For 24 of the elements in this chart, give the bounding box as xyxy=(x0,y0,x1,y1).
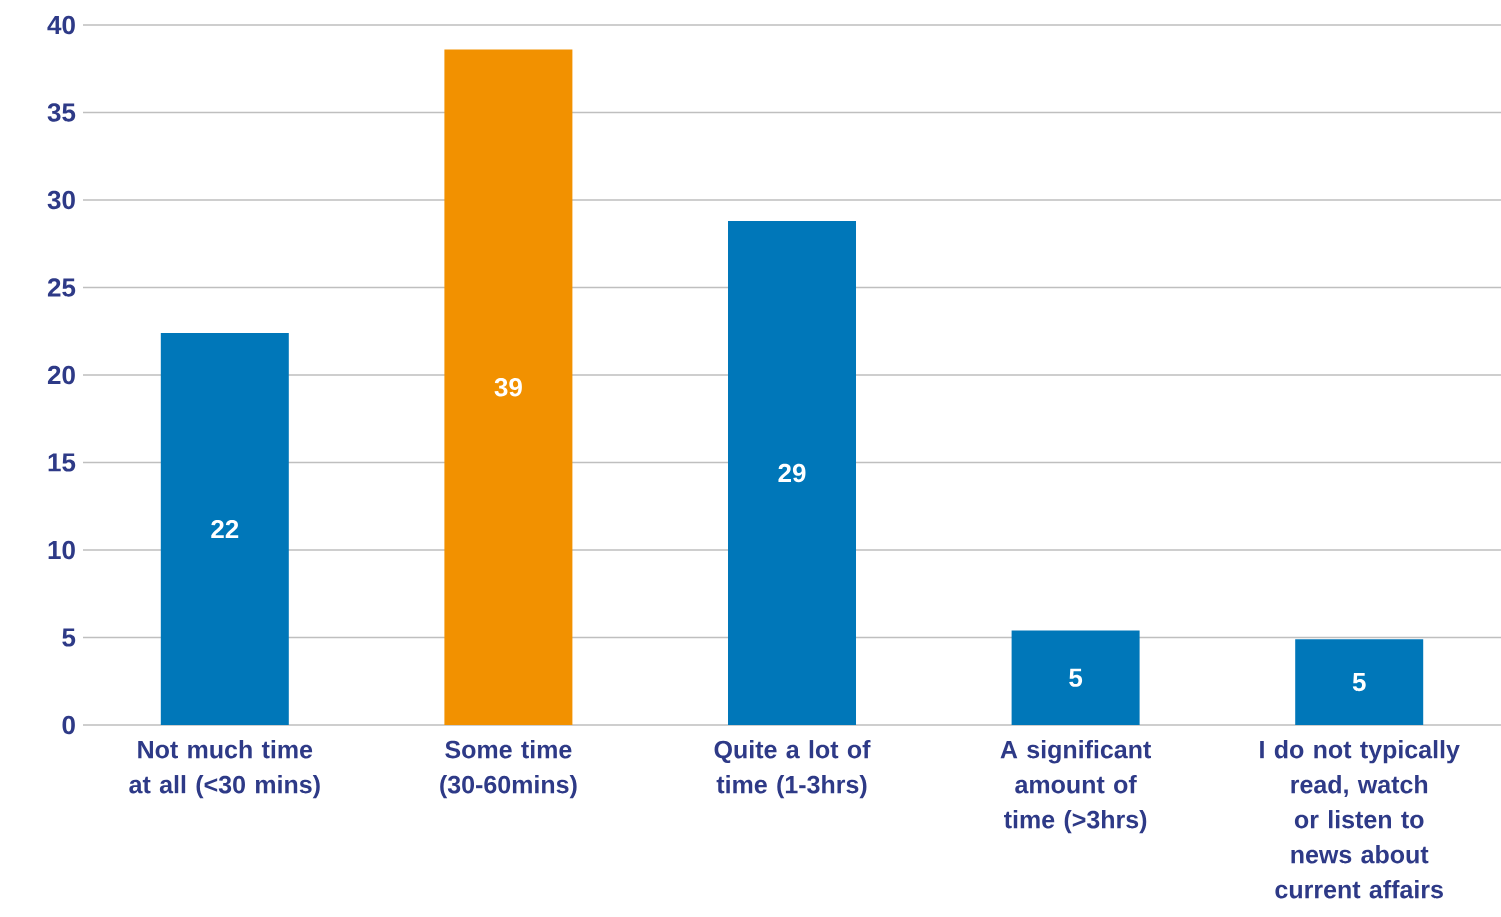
bar xyxy=(160,333,289,725)
x-tick-label: I do not typically read, watch or listen to news about current affairs xyxy=(1260,740,1460,899)
bar xyxy=(728,221,857,725)
y-tick-label: 40 xyxy=(47,15,75,35)
y-tick-label: 0 xyxy=(62,715,75,735)
y-tick-label: 30 xyxy=(47,190,75,210)
y-tick-label: 35 xyxy=(47,103,76,122)
x-tick-label: Quite a lot of time (1-3hrs) xyxy=(714,740,871,799)
x-tick-label: Not much time at all (<30 mins) xyxy=(129,740,320,799)
bar xyxy=(1295,639,1424,725)
y-tick-label: 5 xyxy=(62,628,76,647)
y-tick-label: 10 xyxy=(48,540,75,560)
x-tick-label: Some time (30-60mins) xyxy=(440,740,577,799)
data-label: 22 xyxy=(211,519,239,539)
y-tick-label: 15 xyxy=(48,453,76,472)
x-tick-label: A significant amount of time (>3hrs) xyxy=(1000,740,1152,834)
y-tick-label: 20 xyxy=(47,365,75,385)
data-label: 39 xyxy=(494,378,522,397)
data-label: 5 xyxy=(1069,668,1083,687)
data-label: 29 xyxy=(778,463,806,483)
bar xyxy=(1011,630,1140,725)
data-label: 5 xyxy=(1352,673,1366,692)
bar xyxy=(444,49,573,725)
y-tick-label: 25 xyxy=(47,278,76,297)
